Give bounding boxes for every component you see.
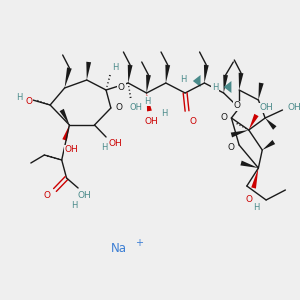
Text: O: O: [189, 116, 196, 125]
Text: H: H: [253, 203, 260, 212]
Polygon shape: [165, 65, 170, 83]
Text: Na: Na: [111, 242, 127, 254]
Polygon shape: [193, 75, 200, 87]
Text: H: H: [212, 82, 218, 91]
Text: OH: OH: [109, 139, 123, 148]
Polygon shape: [258, 82, 264, 100]
Text: O: O: [220, 113, 227, 122]
Polygon shape: [265, 118, 277, 130]
Polygon shape: [224, 81, 231, 93]
Polygon shape: [223, 75, 228, 93]
Text: H: H: [16, 92, 22, 101]
Polygon shape: [60, 109, 69, 125]
Text: OH: OH: [145, 116, 158, 125]
Text: O: O: [115, 103, 122, 112]
Text: O: O: [118, 83, 125, 92]
Text: H: H: [180, 76, 186, 85]
Text: OH: OH: [77, 191, 91, 200]
Text: OH: OH: [259, 103, 273, 112]
Text: O: O: [44, 191, 51, 200]
Polygon shape: [128, 65, 133, 83]
Polygon shape: [240, 160, 258, 168]
Polygon shape: [147, 93, 152, 111]
Text: O: O: [228, 142, 235, 152]
Polygon shape: [204, 65, 209, 83]
Polygon shape: [62, 125, 69, 141]
Text: H: H: [71, 202, 77, 211]
Text: OH: OH: [287, 103, 300, 112]
Text: H: H: [144, 97, 151, 106]
Text: OH: OH: [129, 103, 142, 112]
Text: OH: OH: [64, 146, 78, 154]
Text: H: H: [101, 142, 107, 152]
Polygon shape: [64, 68, 72, 88]
Text: O: O: [245, 196, 252, 205]
Text: H: H: [112, 64, 119, 73]
Text: O: O: [26, 98, 32, 106]
Text: H: H: [161, 109, 167, 118]
Polygon shape: [146, 75, 151, 93]
Polygon shape: [238, 73, 243, 90]
Polygon shape: [262, 140, 275, 150]
Text: O: O: [234, 101, 241, 110]
Text: +: +: [135, 238, 143, 248]
Polygon shape: [249, 114, 259, 130]
Polygon shape: [86, 62, 91, 80]
Polygon shape: [251, 168, 258, 189]
Polygon shape: [231, 130, 249, 137]
